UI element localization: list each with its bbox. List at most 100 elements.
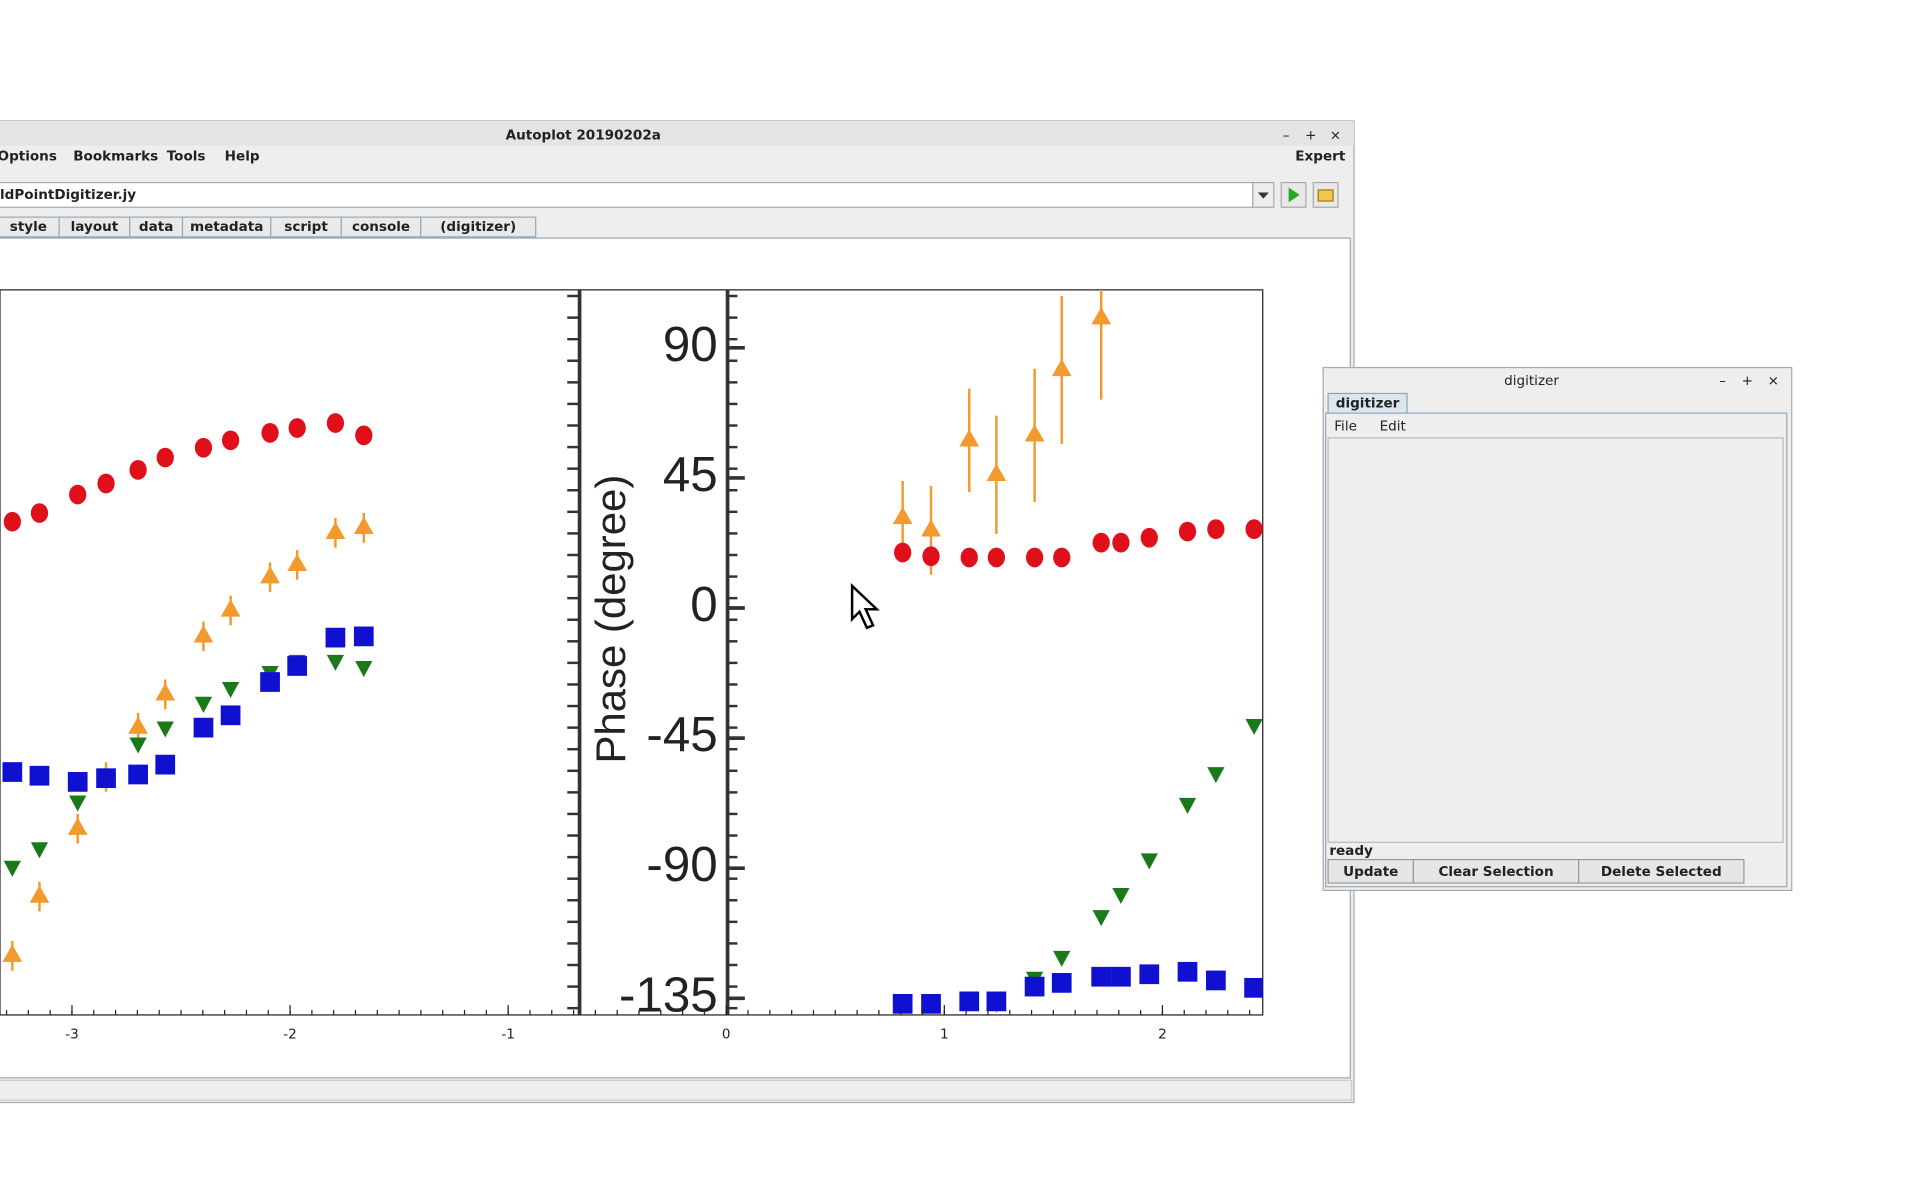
menu-item[interactable]: Tools — [167, 149, 206, 165]
image-marker — [921, 993, 941, 1014]
status-text: ready — [1329, 843, 1373, 859]
window-title: Autoplot 20190202a — [506, 128, 661, 144]
tab[interactable] — [420, 216, 537, 238]
image-marker — [1245, 718, 1263, 736]
image-marker — [959, 429, 980, 447]
image-marker — [287, 553, 308, 572]
image-marker — [221, 682, 240, 699]
tab-label: digitizer — [1336, 395, 1400, 411]
x-tick-label: -3 — [65, 1027, 79, 1043]
image-marker — [1140, 853, 1158, 870]
image-marker — [69, 484, 87, 505]
image-marker — [193, 625, 214, 643]
image-marker — [894, 542, 912, 563]
image-marker — [220, 705, 241, 726]
tab-label: metadata — [190, 219, 263, 235]
image-marker — [1051, 973, 1072, 993]
x-tick-label: 1 — [940, 1027, 949, 1043]
tab-label: data — [139, 219, 173, 235]
image-tick-label: 45 — [663, 447, 718, 502]
menu-item[interactable]: Edit — [1380, 419, 1406, 435]
image-marker — [220, 599, 241, 617]
image-marker — [1051, 358, 1072, 377]
image-marker — [2, 762, 23, 782]
image-marker — [1207, 519, 1225, 539]
minimize[interactable]: – — [1719, 373, 1726, 389]
go-icon — [1288, 187, 1300, 203]
close[interactable]: × — [1330, 128, 1341, 144]
image-marker — [987, 547, 1006, 568]
button[interactable] — [1578, 858, 1745, 884]
menu-item[interactable]: Expert — [1295, 149, 1346, 165]
points-list[interactable] — [1327, 437, 1784, 843]
mouse-cursor — [850, 582, 880, 630]
image-marker — [260, 672, 280, 692]
image-marker — [260, 566, 280, 584]
image-marker — [156, 721, 174, 738]
image-marker — [959, 991, 980, 1012]
image-marker — [155, 754, 176, 775]
image-marker — [325, 627, 346, 648]
image-marker — [1140, 527, 1158, 548]
button-label: Update — [1343, 864, 1398, 880]
menu-item[interactable]: Help — [225, 149, 260, 165]
image-marker — [1091, 307, 1112, 325]
image-marker — [892, 506, 913, 525]
image-marker — [69, 795, 87, 812]
menu-item[interactable]: File — [1334, 419, 1357, 435]
status-bar — [0, 1079, 1353, 1101]
image-tick-label: -135 — [619, 967, 718, 1022]
menu-item[interactable]: Options — [0, 149, 57, 165]
plot-area[interactable] — [0, 289, 1264, 1016]
image-marker — [921, 519, 941, 537]
image-marker — [1245, 519, 1263, 539]
address-field[interactable] — [0, 181, 1254, 208]
image-marker — [892, 993, 913, 1014]
image-marker — [288, 418, 306, 438]
image-marker — [1024, 976, 1045, 997]
tab-label: script — [284, 219, 328, 235]
x-tick-label: 0 — [722, 1027, 731, 1043]
image-marker — [30, 503, 49, 523]
image-marker — [96, 768, 116, 789]
image-marker — [1112, 532, 1130, 553]
image-marker — [67, 772, 88, 792]
image-marker — [287, 656, 308, 676]
image-marker — [1112, 887, 1130, 904]
x-tick-label: 2 — [1158, 1027, 1167, 1043]
image-marker — [1025, 547, 1044, 568]
image-marker — [155, 683, 176, 701]
image-marker — [1053, 547, 1071, 568]
image-marker — [29, 885, 50, 903]
image-ylabel: Phase (degree) — [587, 475, 634, 764]
image-marker — [1178, 521, 1197, 542]
image-marker — [261, 423, 279, 443]
address-text: ldPointDigitizer.jy — [0, 187, 136, 203]
button-label: Delete Selected — [1601, 864, 1722, 880]
image-marker — [986, 463, 1007, 482]
x-tick-label: -1 — [501, 1027, 515, 1043]
image-marker — [1206, 970, 1226, 991]
image-marker — [2, 944, 23, 962]
image-marker — [986, 991, 1007, 1012]
image-marker — [221, 430, 240, 451]
image-marker — [3, 860, 21, 877]
maximize[interactable]: + — [1305, 128, 1316, 144]
image-marker — [129, 460, 147, 480]
image-marker — [129, 737, 147, 754]
image-marker — [1053, 950, 1071, 967]
image-marker — [1244, 977, 1263, 998]
maximize[interactable]: + — [1742, 373, 1753, 389]
image-tick-label: -90 — [646, 837, 717, 892]
tab-label: style — [10, 219, 47, 235]
image-marker — [29, 765, 50, 786]
image-marker — [30, 842, 49, 859]
minimize[interactable]: – — [1283, 128, 1290, 144]
image-marker — [156, 447, 174, 468]
close[interactable]: × — [1768, 373, 1779, 389]
image-marker — [353, 516, 374, 535]
menu-item[interactable]: Bookmarks — [73, 149, 158, 165]
image-marker — [1091, 966, 1112, 987]
